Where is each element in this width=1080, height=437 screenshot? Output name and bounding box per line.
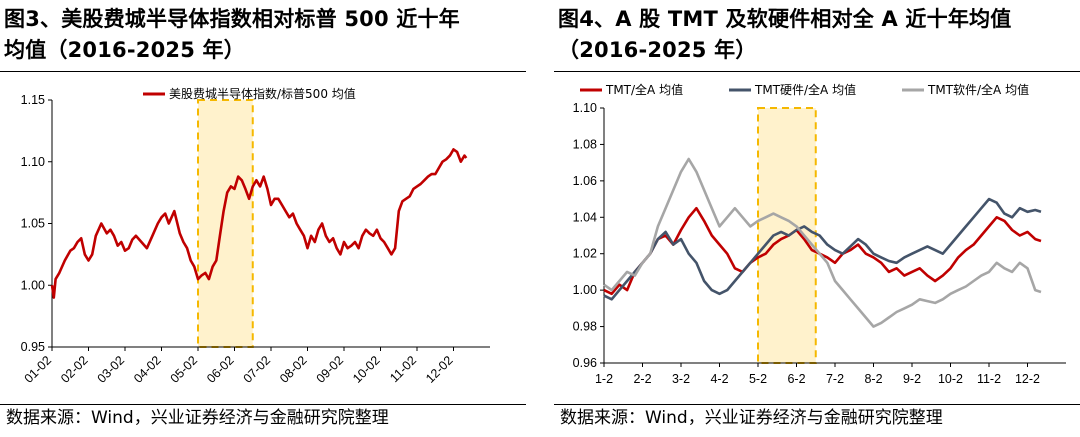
- source-rule: [0, 404, 526, 405]
- x-tick-label: 3-2: [672, 372, 690, 386]
- y-tick-label: 1.10: [21, 155, 45, 169]
- title-line-1: 图4、A 股 TMT 及软硬件相对全 A 近十年均值: [558, 7, 1012, 31]
- figure-title-left: 图3、美股费城半导体指数相对标普 500 近十年 均值（2016-2025 年）: [4, 4, 524, 66]
- y-tick-label: 1.00: [573, 283, 597, 297]
- y-tick-label: 1.04: [573, 210, 597, 224]
- x-tick-label: 9-2: [903, 372, 921, 386]
- x-tick-label: 10-2: [938, 372, 963, 386]
- series-line-0: [603, 206, 1042, 296]
- legend-label-0: TMT/全A 均值: [605, 82, 683, 97]
- y-tick-label: 1.02: [573, 247, 597, 261]
- x-tick-label: 01-02: [22, 353, 55, 386]
- y-tick-label: 1.05: [21, 217, 45, 231]
- chart-right: 0.96 0.98 1.00 1.02 1.04 1.06 1.08 1.10 1-2 2-2 3-…: [573, 82, 1066, 386]
- title-line-1: 图3、美股费城半导体指数相对标普 500 近十年: [4, 7, 460, 31]
- x-tick-label: 8-2: [864, 372, 882, 386]
- source-rule: [554, 404, 1080, 405]
- y-tick-label: 1.15: [21, 93, 45, 107]
- figure-title-right: 图4、A 股 TMT 及软硬件相对全 A 近十年均值 （2016-2025 年）: [558, 4, 1078, 66]
- legend-label-0: 美股费城半导体指数/标普500 均值: [169, 86, 356, 101]
- x-tick-label: 4-2: [710, 372, 728, 386]
- title-line-2: 均值（2016-2025 年）: [4, 38, 245, 62]
- x-tick-label: 08-02: [277, 353, 310, 386]
- x-tick-label: 10-02: [350, 353, 383, 386]
- source-note-right: 数据来源：Wind，兴业证券经济与金融研究院整理: [560, 408, 943, 428]
- x-tick-label: 11-2: [977, 372, 1001, 386]
- x-tick-label: 1-2: [595, 372, 613, 386]
- y-tick-label: 1.10: [573, 101, 597, 115]
- x-tick-label: 7-2: [826, 372, 844, 386]
- left-figure: 图3、美股费城半导体指数相对标普 500 近十年 均值（2016-2025 年）…: [0, 0, 526, 437]
- legend-label-2: TMT软件/全A 均值: [927, 82, 1029, 97]
- chart-left: 0.95 1.00 1.05 1.10 1.15 01-02 02-02 03-02 04-02…: [21, 86, 490, 386]
- title-rule: [0, 71, 526, 72]
- title-rule: [554, 71, 1080, 72]
- legend-label-1: TMT硬件/全A 均值: [754, 82, 856, 97]
- title-line-2: （2016-2025 年）: [558, 38, 757, 62]
- series-line-0: [50, 148, 468, 299]
- y-tick-label: 0.98: [573, 320, 597, 334]
- x-tick-label: 2-2: [633, 372, 651, 386]
- series-line-1: [603, 197, 1042, 301]
- x-tick-label: 05-02: [168, 353, 201, 386]
- x-tick-label: 6-2: [787, 372, 805, 386]
- x-tick-label: 02-02: [58, 353, 91, 386]
- y-tick-label: 1.00: [21, 278, 45, 292]
- series-line-2: [603, 157, 1042, 328]
- x-tick-label: 5-2: [749, 372, 767, 386]
- right-figure: 图4、A 股 TMT 及软硬件相对全 A 近十年均值 （2016-2025 年）…: [554, 0, 1080, 437]
- highlight-window: [197, 99, 254, 348]
- y-tick-label: 0.95: [21, 340, 45, 354]
- x-tick-label: 04-02: [131, 353, 164, 386]
- source-note-left: 数据来源：Wind，兴业证券经济与金融研究院整理: [6, 408, 389, 428]
- x-tick-label: 12-2: [1015, 372, 1040, 386]
- x-tick-label: 07-02: [241, 353, 274, 386]
- y-tick-label: 1.06: [573, 174, 597, 188]
- x-tick-label: 03-02: [95, 353, 128, 386]
- y-tick-label: 1.08: [573, 137, 597, 151]
- x-tick-label: 09-02: [314, 353, 347, 386]
- x-tick-label: 12-02: [423, 353, 456, 386]
- x-tick-label: 06-02: [204, 353, 237, 386]
- x-tick-label: 11-02: [387, 353, 419, 385]
- y-tick-label: 0.96: [573, 356, 597, 370]
